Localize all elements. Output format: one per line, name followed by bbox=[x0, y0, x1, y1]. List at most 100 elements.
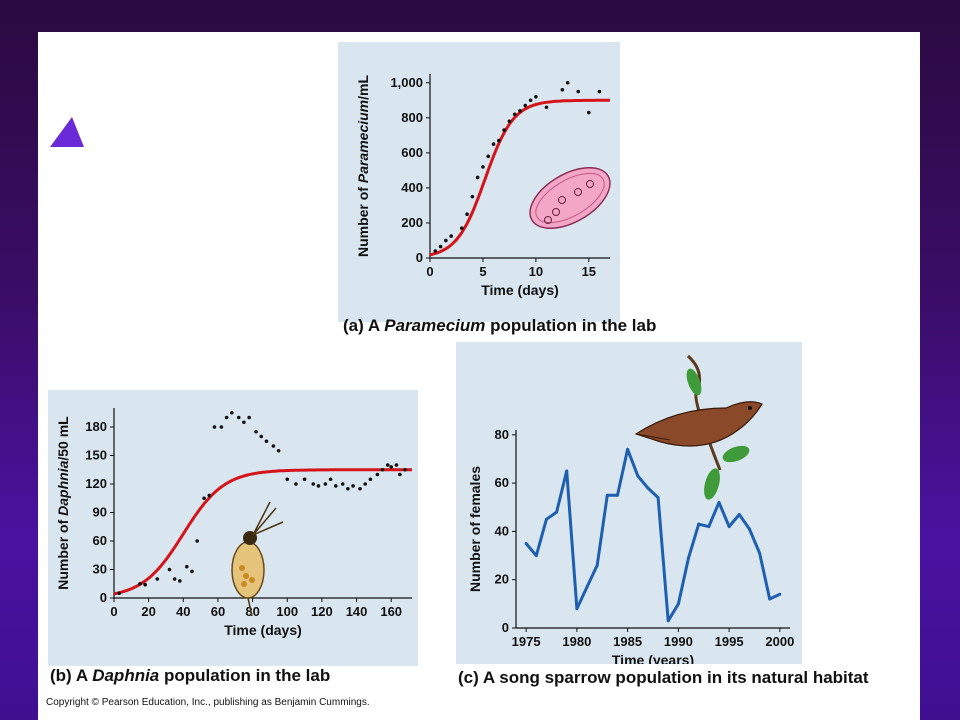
x-tick-label: 100 bbox=[276, 604, 298, 619]
sparrow-chart: 1975 1980 1985 1990 1995 2000 0 20 40 60 80 Time (y… bbox=[456, 342, 802, 664]
y-tick-label: 60 bbox=[495, 475, 509, 490]
y-tick-label: 0 bbox=[416, 250, 423, 265]
daphnia-illustration bbox=[231, 501, 284, 617]
y-tick-label: 600 bbox=[401, 145, 423, 160]
data-point bbox=[155, 577, 160, 581]
data-point bbox=[507, 119, 512, 124]
data-point bbox=[247, 415, 251, 420]
slide: 0 5 10 15 0 200 400 600 800 1,000 Time (days) Numbe… bbox=[38, 32, 920, 720]
data-point bbox=[528, 98, 533, 103]
data-point bbox=[717, 500, 721, 504]
chart-background bbox=[456, 342, 802, 664]
data-point bbox=[758, 551, 762, 555]
caption-b-italic: Daphnia bbox=[92, 666, 160, 685]
y-tick-label: 90 bbox=[93, 505, 107, 520]
data-point bbox=[351, 484, 355, 488]
data-point bbox=[207, 493, 212, 498]
y-tick-label: 30 bbox=[93, 562, 107, 577]
caption-b-letter: (b) bbox=[50, 666, 72, 685]
data-point bbox=[502, 128, 506, 132]
decorative-triangle-icon bbox=[50, 117, 84, 147]
x-tick-label: 1985 bbox=[613, 634, 642, 649]
y-tick-label: 120 bbox=[85, 476, 107, 491]
x-tick-label: 20 bbox=[141, 604, 155, 619]
data-point bbox=[375, 472, 380, 477]
data-point bbox=[534, 94, 538, 99]
data-point bbox=[444, 238, 448, 243]
x-tick-label: 5 bbox=[479, 264, 486, 279]
caption-b: (b) A Daphnia population in the lab bbox=[50, 666, 330, 686]
data-point bbox=[167, 567, 172, 572]
data-point bbox=[242, 420, 246, 425]
data-point bbox=[481, 165, 485, 169]
data-point bbox=[230, 410, 234, 415]
data-point bbox=[394, 463, 399, 467]
data-point bbox=[687, 556, 691, 560]
data-point bbox=[323, 482, 328, 486]
data-point bbox=[403, 467, 407, 472]
data-point bbox=[438, 244, 443, 249]
data-point bbox=[363, 482, 368, 486]
data-point bbox=[184, 564, 189, 569]
data-point bbox=[259, 434, 264, 439]
data-point bbox=[276, 448, 281, 453]
data-point bbox=[565, 469, 569, 473]
data-point bbox=[465, 212, 469, 216]
data-point bbox=[190, 569, 194, 574]
data-point bbox=[707, 525, 711, 529]
data-point bbox=[389, 465, 394, 469]
y-axis-label: Number of Daphnia/50 mL bbox=[55, 416, 71, 590]
data-point bbox=[597, 89, 602, 94]
x-axis-label: Time (days) bbox=[224, 622, 302, 638]
data-point bbox=[138, 581, 142, 586]
data-point bbox=[575, 607, 579, 611]
data-point bbox=[534, 554, 538, 558]
y-tick-label: 20 bbox=[495, 572, 509, 587]
data-point bbox=[294, 482, 298, 486]
y-tick-label: 800 bbox=[401, 110, 423, 125]
data-point bbox=[340, 482, 345, 486]
x-tick-label: 140 bbox=[346, 604, 368, 619]
data-point bbox=[523, 103, 528, 108]
data-point bbox=[697, 522, 701, 526]
data-point bbox=[727, 525, 731, 529]
data-point bbox=[264, 439, 269, 444]
x-tick-label: 1995 bbox=[715, 634, 744, 649]
data-point bbox=[626, 447, 630, 451]
daphnia-chart: 0 20 40 60 80 100 120 140 160 0 30 60 90 120 150 180 Tim… bbox=[48, 390, 418, 666]
data-point bbox=[202, 496, 206, 501]
data-point bbox=[666, 619, 670, 623]
data-point bbox=[555, 510, 559, 514]
data-point bbox=[544, 517, 548, 521]
data-point bbox=[328, 477, 333, 482]
data-point bbox=[587, 110, 591, 115]
y-tick-label: 60 bbox=[93, 533, 107, 548]
data-point bbox=[491, 142, 496, 146]
data-point bbox=[178, 579, 182, 583]
data-point bbox=[737, 513, 741, 517]
chart-background bbox=[48, 390, 418, 666]
data-point bbox=[512, 112, 517, 117]
paramecium-chart: 0 5 10 15 0 200 400 600 800 1,000 Time (days) Numbe… bbox=[338, 42, 620, 322]
data-point bbox=[433, 249, 438, 253]
data-point bbox=[676, 602, 680, 606]
caption-c: (c) A song sparrow population in its nat… bbox=[458, 668, 869, 688]
x-tick-label: 2000 bbox=[765, 634, 794, 649]
data-point bbox=[236, 415, 241, 420]
data-point bbox=[497, 138, 501, 143]
y-tick-label: 0 bbox=[100, 590, 107, 605]
data-point bbox=[768, 597, 772, 601]
y-axis-label: Number of Paramecium/mL bbox=[355, 75, 371, 258]
caption-a-pre: A bbox=[367, 316, 380, 335]
x-tick-label: 1975 bbox=[512, 634, 541, 649]
data-point bbox=[475, 175, 480, 180]
data-point bbox=[254, 429, 258, 434]
y-tick-label: 200 bbox=[401, 215, 423, 230]
x-tick-label: 10 bbox=[529, 264, 543, 279]
paramecium-illustration bbox=[529, 166, 611, 230]
data-point bbox=[524, 541, 528, 545]
caption-a: (a) A Paramecium population in the lab bbox=[343, 316, 656, 336]
song-sparrow-illustration bbox=[634, 354, 763, 500]
data-point bbox=[646, 486, 650, 490]
y-tick-label: 1,000 bbox=[390, 75, 423, 90]
